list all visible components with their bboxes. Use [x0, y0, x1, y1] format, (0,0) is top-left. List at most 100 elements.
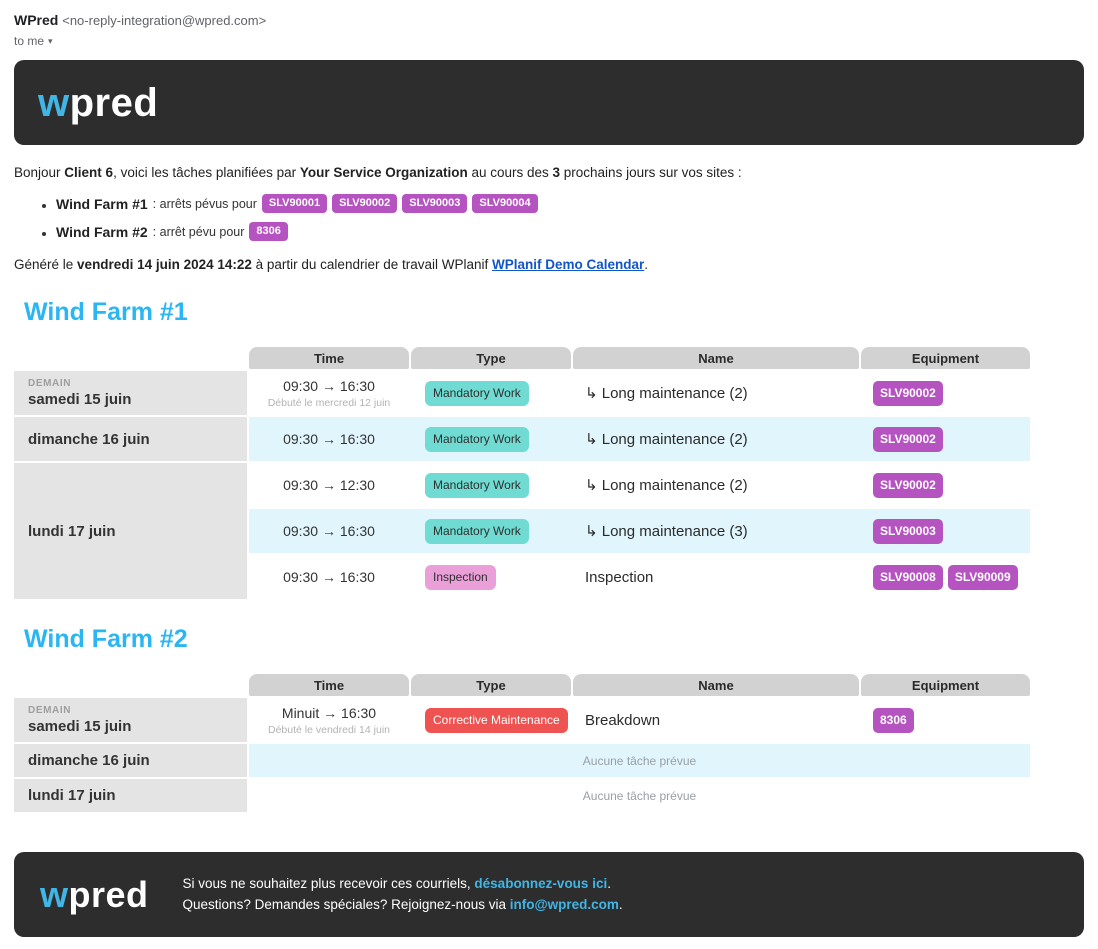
day-group: DEMAIN samedi 15 juin Minuit → 16:30 Débuté…	[14, 698, 1030, 743]
task-row: 09:30 → 16:30 Débuté le mercredi 12 juin M…	[249, 371, 1030, 416]
wpred-logo: wpred	[38, 83, 158, 123]
tomorrow-tag: DEMAIN	[28, 705, 72, 717]
contact-suffix: .	[618, 896, 623, 912]
tomorrow-tag: DEMAIN	[28, 378, 72, 390]
task-row: 09:30 → 16:30 Inspection Inspection SLV9000…	[249, 555, 1030, 600]
time-cell: 09:30 → 16:30	[249, 431, 409, 447]
task-rows: 09:30 → 16:30 Mandatory Work ↳ Long mainte…	[249, 417, 1030, 462]
site-sections: Wind Farm #1 Time Type Name Equipment DEMAIN s…	[14, 298, 1084, 813]
generated-prefix: Généré le	[14, 257, 78, 273]
contact-email-link[interactable]: info@wpred.com	[509, 896, 619, 912]
equipment-badge: SLV90002	[873, 472, 943, 498]
date-cell: lundi 17 juin	[14, 463, 247, 600]
equipment-badge: SLV90003	[873, 518, 943, 544]
sender-name: WPred	[14, 12, 59, 28]
date-cell: DEMAIN samedi 15 juin	[14, 371, 247, 416]
bullet-site-name: Wind Farm #2	[56, 223, 148, 240]
sender-line: WPred <no-reply-integration@wpred.com>	[14, 12, 1084, 28]
equipment-badge: SLV90002	[332, 194, 398, 214]
equipment-badge: SLV90002	[873, 380, 943, 406]
site-title-1: Wind Farm #1	[24, 298, 188, 327]
date-cell: lundi 17 juin	[14, 779, 247, 813]
task-type-badge: Corrective Maintenance	[425, 707, 568, 733]
day-date-label: dimanche 16 juin	[28, 430, 150, 448]
bullet-content: Wind Farm #1: arrêts pévus pourSLV90001S…	[56, 194, 538, 214]
day-date-label: lundi 17 juin	[28, 522, 116, 540]
column-header-type: Type	[411, 674, 571, 697]
task-rows: 09:30 → 16:30 Débuté le mercredi 12 juin M…	[249, 371, 1030, 416]
schedule-table-2: Time Type Name Equipment DEMAIN samedi 15 jui…	[14, 674, 1030, 813]
task-name: Breakdown	[585, 711, 661, 729]
site-summary-list: Wind Farm #1: arrêts pévus pourSLV90001S…	[56, 194, 1084, 242]
task-rows: 09:30 → 12:30 Mandatory Work ↳ Long mainte…	[249, 463, 1030, 600]
equipment-badge: SLV90009	[947, 564, 1018, 590]
equipment-cell: SLV90002	[861, 426, 1030, 452]
column-header-time: Time	[249, 674, 409, 697]
day-group: DEMAIN samedi 15 juin 09:30 → 16:30 Débuté …	[14, 371, 1030, 416]
type-cell: Mandatory Work	[411, 380, 571, 406]
bullet-content: Wind Farm #2: arrêt pévu pour 8306	[56, 222, 288, 242]
bullet-text: : arrêt pévu pour	[152, 224, 245, 239]
equipment-cell: 8306	[861, 707, 1030, 733]
equipment-badge: SLV90002	[873, 426, 943, 452]
day-group: dimanche 16 juin Aucune tâche prévue	[14, 744, 1030, 778]
bullet-text: : arrêts pévus pour	[152, 196, 257, 211]
date-column-spacer	[14, 347, 247, 369]
task-name: ↳ Long maintenance (3)	[585, 523, 748, 541]
day-date-label: dimanche 16 juin	[28, 752, 150, 770]
intro-part4: prochains jours sur vos sites :	[560, 165, 742, 180]
task-rows: Aucune tâche prévue	[249, 779, 1030, 813]
email-body: WPred <no-reply-integration@wpred.com> t…	[14, 0, 1084, 938]
column-header-type: Type	[411, 347, 571, 370]
time-range: 09:30 → 16:30	[283, 523, 375, 540]
column-header-name: Name	[573, 347, 859, 370]
calendar-link[interactable]: WPlanif Demo Calendar	[492, 257, 645, 273]
task-name: ↳ Long maintenance (2)	[585, 477, 748, 495]
column-header-equipment: Equipment	[861, 347, 1030, 370]
day-group: dimanche 16 juin 09:30 → 16:30 Mandatory W…	[14, 417, 1030, 462]
time-range: 09:30 → 16:30	[283, 431, 375, 448]
time-range: 09:30 → 16:30	[283, 569, 375, 586]
footer-text: Si vous ne souhaitez plus recevoir ces c…	[183, 874, 623, 916]
logo-rest: pred	[69, 80, 159, 125]
intro-part1: Bonjour	[14, 165, 65, 180]
day-date-label: lundi 17 juin	[28, 787, 116, 805]
time-cell: Minuit → 16:30 Débuté le vendredi 14 juin	[249, 705, 409, 736]
intro-part3: au cours des	[467, 165, 553, 180]
unsubscribe-link[interactable]: désabonnez-vous ici	[474, 875, 608, 891]
task-name: ↳ Long maintenance (2)	[585, 431, 748, 449]
intro-part2: , voici les tâches planifiées par	[113, 165, 300, 180]
equipment-badge: SLV90008	[873, 564, 943, 590]
time-cell: 09:30 → 16:30 Débuté le mercredi 12 juin	[249, 378, 409, 409]
time-range: Minuit → 16:30	[281, 704, 377, 721]
task-type-badge: Mandatory Work	[425, 380, 529, 406]
chevron-down-icon[interactable]: ▾	[48, 35, 53, 46]
column-header-equipment: Equipment	[861, 674, 1030, 697]
column-header-time: Time	[249, 347, 409, 370]
task-name: Inspection	[585, 568, 654, 586]
task-type-badge: Mandatory Work	[425, 426, 529, 452]
schedule-table-1: Time Type Name Equipment DEMAIN samedi 15 jui…	[14, 347, 1030, 600]
table-header-row: Time Type Name Equipment	[14, 674, 1030, 697]
day-date-label: samedi 15 juin	[28, 391, 132, 409]
generated-datetime: vendredi 14 juin 2024 14:22	[77, 257, 252, 273]
header-banner: wpred	[14, 60, 1084, 145]
time-start-note: Débuté le mercredi 12 juin	[267, 396, 391, 409]
equipment-cell: SLV90003	[861, 518, 1030, 544]
time-cell: 09:30 → 12:30	[249, 477, 409, 493]
date-cell: dimanche 16 juin	[14, 417, 247, 462]
equipment-cell: SLV90002	[861, 472, 1030, 498]
equipment-badge: SLV90003	[402, 194, 468, 214]
task-rows: Aucune tâche prévue	[249, 744, 1030, 778]
day-group: lundi 17 juin 09:30 → 12:30 Mandatory Work…	[14, 463, 1030, 600]
intro-text: Bonjour Client 6, voici les tâches plani…	[14, 165, 1084, 180]
date-column-spacer	[14, 674, 247, 696]
logo-letter-w: w	[38, 80, 70, 125]
recipient-dropdown[interactable]: to me ▾	[14, 34, 53, 48]
equipment-badge: 8306	[873, 707, 914, 733]
contact-line: Questions? Demandes spéciales? Rejoignez…	[183, 895, 623, 916]
summary-bullet-2: Wind Farm #2: arrêt pévu pour 8306	[56, 222, 1084, 242]
type-cell: Mandatory Work	[411, 518, 571, 544]
site-title-2: Wind Farm #2	[24, 625, 188, 654]
table-header-row: Time Type Name Equipment	[14, 347, 1030, 370]
